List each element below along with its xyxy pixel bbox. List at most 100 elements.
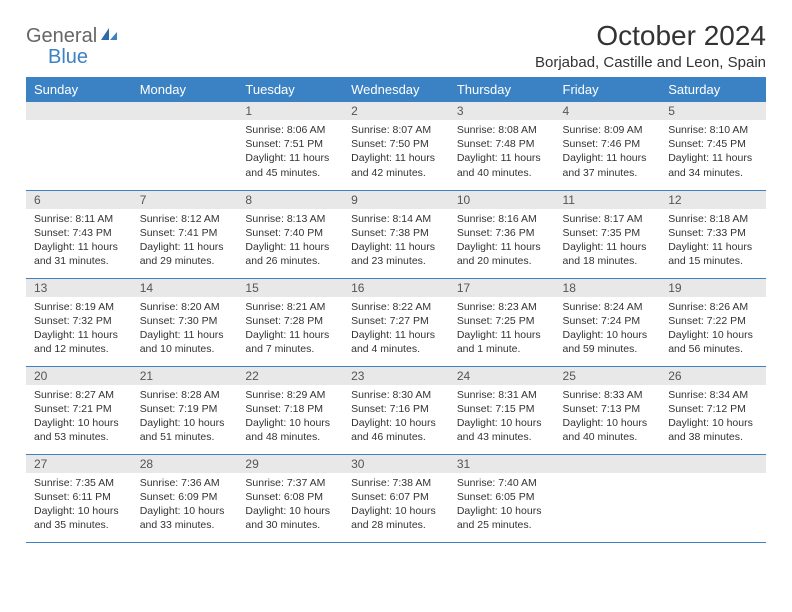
day-line: and 45 minutes.: [245, 166, 335, 180]
day-number: 21: [132, 367, 238, 385]
day-line: and 38 minutes.: [668, 430, 758, 444]
day-line: Sunrise: 7:37 AM: [245, 476, 335, 490]
day-line: Daylight: 11 hours: [245, 328, 335, 342]
day-line: and 18 minutes.: [563, 254, 653, 268]
day-line: Daylight: 11 hours: [245, 151, 335, 165]
day-line: Sunrise: 8:16 AM: [457, 212, 547, 226]
day-line: Daylight: 11 hours: [563, 240, 653, 254]
title-block: October 2024 Borjabad, Castille and Leon…: [535, 20, 766, 71]
day-line: Sunset: 7:33 PM: [668, 226, 758, 240]
day-line: Sunset: 7:15 PM: [457, 402, 547, 416]
day-content: Sunrise: 8:24 AMSunset: 7:24 PMDaylight:…: [555, 297, 661, 361]
day-line: Sunrise: 8:30 AM: [351, 388, 441, 402]
day-content: Sunrise: 8:28 AMSunset: 7:19 PMDaylight:…: [132, 385, 238, 449]
calendar-cell: 15Sunrise: 8:21 AMSunset: 7:28 PMDayligh…: [237, 278, 343, 366]
day-line: Sunrise: 7:35 AM: [34, 476, 124, 490]
calendar-cell: [660, 454, 766, 542]
day-line: Sunrise: 8:10 AM: [668, 123, 758, 137]
day-line: Daylight: 10 hours: [563, 416, 653, 430]
day-number: [132, 102, 238, 120]
calendar-cell: [555, 454, 661, 542]
calendar-row: 20Sunrise: 8:27 AMSunset: 7:21 PMDayligh…: [26, 366, 766, 454]
day-line: Sunset: 6:05 PM: [457, 490, 547, 504]
day-line: and 42 minutes.: [351, 166, 441, 180]
day-line: and 20 minutes.: [457, 254, 547, 268]
day-line: Daylight: 11 hours: [457, 328, 547, 342]
day-line: and 7 minutes.: [245, 342, 335, 356]
day-line: Sunrise: 8:08 AM: [457, 123, 547, 137]
calendar-row: 6Sunrise: 8:11 AMSunset: 7:43 PMDaylight…: [26, 190, 766, 278]
day-line: and 34 minutes.: [668, 166, 758, 180]
day-content: Sunrise: 8:22 AMSunset: 7:27 PMDaylight:…: [343, 297, 449, 361]
calendar-cell: 31Sunrise: 7:40 AMSunset: 6:05 PMDayligh…: [449, 454, 555, 542]
day-line: Sunrise: 8:19 AM: [34, 300, 124, 314]
calendar-cell: 5Sunrise: 8:10 AMSunset: 7:45 PMDaylight…: [660, 102, 766, 190]
day-number: 29: [237, 455, 343, 473]
day-line: Sunset: 7:36 PM: [457, 226, 547, 240]
header: General Blue October 2024 Borjabad, Cast…: [26, 20, 766, 71]
day-line: Sunset: 7:27 PM: [351, 314, 441, 328]
day-content: Sunrise: 8:13 AMSunset: 7:40 PMDaylight:…: [237, 209, 343, 273]
day-line: and 33 minutes.: [140, 518, 230, 532]
day-line: and 35 minutes.: [34, 518, 124, 532]
day-line: Daylight: 10 hours: [140, 504, 230, 518]
day-line: Sunrise: 8:11 AM: [34, 212, 124, 226]
day-line: Daylight: 11 hours: [140, 328, 230, 342]
day-line: Sunrise: 8:27 AM: [34, 388, 124, 402]
logo-sail-icon: [99, 26, 119, 47]
day-line: Sunrise: 8:31 AM: [457, 388, 547, 402]
day-line: Daylight: 10 hours: [245, 504, 335, 518]
weekday-header: Tuesday: [237, 77, 343, 102]
calendar-cell: 21Sunrise: 8:28 AMSunset: 7:19 PMDayligh…: [132, 366, 238, 454]
day-line: and 46 minutes.: [351, 430, 441, 444]
day-line: Sunrise: 8:13 AM: [245, 212, 335, 226]
day-line: Sunset: 6:11 PM: [34, 490, 124, 504]
calendar-cell: 24Sunrise: 8:31 AMSunset: 7:15 PMDayligh…: [449, 366, 555, 454]
calendar-cell: 7Sunrise: 8:12 AMSunset: 7:41 PMDaylight…: [132, 190, 238, 278]
day-line: Sunset: 7:50 PM: [351, 137, 441, 151]
day-line: Sunset: 6:08 PM: [245, 490, 335, 504]
day-line: Daylight: 10 hours: [668, 328, 758, 342]
day-number: 19: [660, 279, 766, 297]
day-content: Sunrise: 8:09 AMSunset: 7:46 PMDaylight:…: [555, 120, 661, 184]
day-line: and 43 minutes.: [457, 430, 547, 444]
day-content: [26, 120, 132, 180]
day-line: Sunset: 7:46 PM: [563, 137, 653, 151]
day-line: and 30 minutes.: [245, 518, 335, 532]
day-line: and 40 minutes.: [457, 166, 547, 180]
day-line: Sunset: 7:32 PM: [34, 314, 124, 328]
day-content: [660, 473, 766, 533]
calendar-cell: [26, 102, 132, 190]
day-line: Sunset: 7:40 PM: [245, 226, 335, 240]
day-line: and 1 minute.: [457, 342, 547, 356]
day-line: Sunrise: 8:22 AM: [351, 300, 441, 314]
day-line: Sunset: 6:07 PM: [351, 490, 441, 504]
day-line: and 25 minutes.: [457, 518, 547, 532]
day-number: 26: [660, 367, 766, 385]
day-number: 4: [555, 102, 661, 120]
calendar-row: 1Sunrise: 8:06 AMSunset: 7:51 PMDaylight…: [26, 102, 766, 190]
calendar-cell: 25Sunrise: 8:33 AMSunset: 7:13 PMDayligh…: [555, 366, 661, 454]
day-line: Sunrise: 8:24 AM: [563, 300, 653, 314]
day-content: Sunrise: 8:08 AMSunset: 7:48 PMDaylight:…: [449, 120, 555, 184]
day-line: and 37 minutes.: [563, 166, 653, 180]
day-line: Sunset: 7:30 PM: [140, 314, 230, 328]
weekday-header: Thursday: [449, 77, 555, 102]
day-line: Sunrise: 8:06 AM: [245, 123, 335, 137]
calendar-cell: 17Sunrise: 8:23 AMSunset: 7:25 PMDayligh…: [449, 278, 555, 366]
calendar-cell: 20Sunrise: 8:27 AMSunset: 7:21 PMDayligh…: [26, 366, 132, 454]
day-line: Daylight: 10 hours: [245, 416, 335, 430]
day-line: and 51 minutes.: [140, 430, 230, 444]
day-number: 15: [237, 279, 343, 297]
day-line: Daylight: 11 hours: [245, 240, 335, 254]
day-line: and 29 minutes.: [140, 254, 230, 268]
day-line: Sunrise: 8:21 AM: [245, 300, 335, 314]
day-line: Daylight: 10 hours: [668, 416, 758, 430]
day-line: Daylight: 11 hours: [457, 240, 547, 254]
day-line: and 53 minutes.: [34, 430, 124, 444]
day-number: 17: [449, 279, 555, 297]
day-number: 9: [343, 191, 449, 209]
day-line: Sunset: 6:09 PM: [140, 490, 230, 504]
day-line: Sunrise: 8:17 AM: [563, 212, 653, 226]
day-line: and 31 minutes.: [34, 254, 124, 268]
